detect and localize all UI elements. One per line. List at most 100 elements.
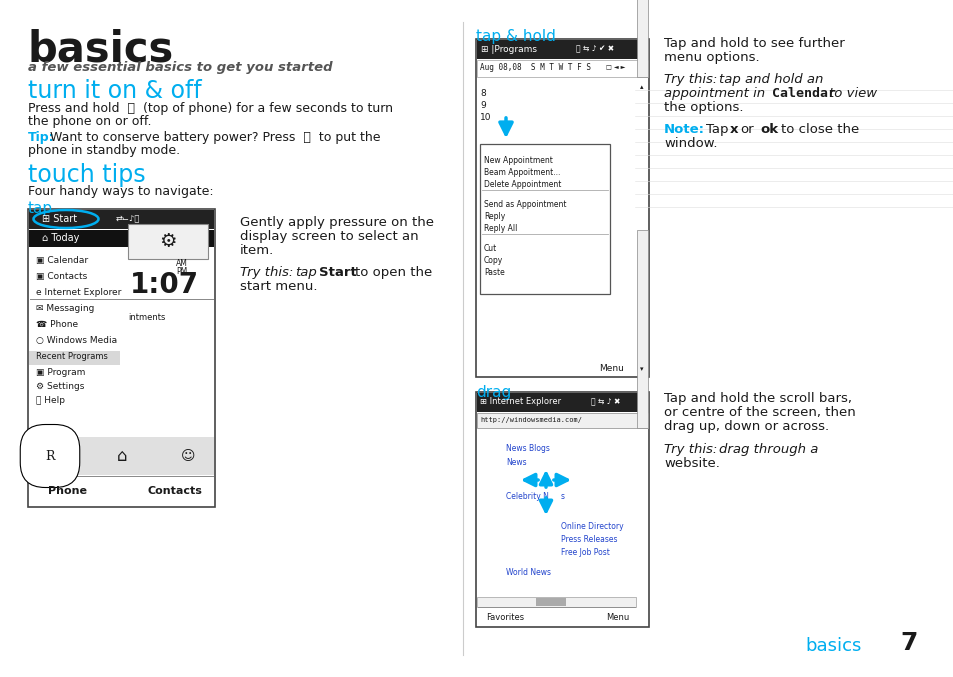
- Bar: [476, 393, 647, 412]
- Text: ✉ Messaging: ✉ Messaging: [36, 305, 94, 313]
- Text: 8: 8: [479, 89, 485, 98]
- Text: 9: 9: [479, 101, 485, 110]
- Text: x: x: [729, 123, 738, 136]
- Text: ⚿ ⇆ ♪ ✔ ✖: ⚿ ⇆ ♪ ✔ ✖: [576, 45, 614, 53]
- Text: PM: PM: [175, 267, 187, 276]
- Text: 7: 7: [899, 631, 917, 655]
- Text: ⚿ ⇆ ♪ ✖: ⚿ ⇆ ♪ ✖: [590, 397, 619, 406]
- Text: to view: to view: [828, 87, 876, 100]
- Text: intments: intments: [128, 313, 165, 322]
- Text: ○ Windows Media: ○ Windows Media: [36, 336, 117, 345]
- Bar: [476, 39, 648, 377]
- Text: tap: tap: [28, 201, 53, 216]
- Text: News Blogs: News Blogs: [505, 444, 549, 453]
- Text: ⊞ Start: ⊞ Start: [42, 214, 77, 224]
- Text: the options.: the options.: [663, 101, 742, 114]
- Text: ok: ok: [760, 123, 778, 136]
- Text: http://windowsmedia.com/: http://windowsmedia.com/: [479, 417, 581, 423]
- Bar: [128, 224, 208, 259]
- Text: appointment in: appointment in: [663, 87, 764, 100]
- Text: Free Job Post: Free Job Post: [560, 548, 609, 557]
- Text: ▣ Contacts: ▣ Contacts: [36, 273, 87, 282]
- Text: ☺: ☺: [180, 449, 195, 463]
- Text: Tip:: Tip:: [28, 131, 54, 144]
- Bar: [476, 413, 647, 428]
- Text: ▣ Program: ▣ Program: [36, 368, 85, 378]
- Text: Try this:: Try this:: [663, 443, 717, 456]
- Text: or: or: [740, 123, 753, 136]
- Text: phone in standby mode.: phone in standby mode.: [28, 144, 180, 157]
- Text: start menu.: start menu.: [240, 280, 317, 293]
- Text: ▣ Calendar: ▣ Calendar: [36, 257, 88, 265]
- Text: drag through a: drag through a: [719, 443, 818, 456]
- Text: Calendar: Calendar: [771, 87, 835, 100]
- Text: R: R: [45, 450, 54, 462]
- Bar: [29, 230, 213, 247]
- Text: ⌂ Today: ⌂ Today: [42, 233, 79, 243]
- Bar: [29, 476, 213, 506]
- Text: ⌂: ⌂: [116, 447, 127, 465]
- Bar: [29, 351, 120, 365]
- Text: Press and hold  ⓞ  (top of phone) for a few seconds to turn: Press and hold ⓞ (top of phone) for a fe…: [28, 102, 393, 115]
- Text: Aug 08,08  S M T W T F S: Aug 08,08 S M T W T F S: [479, 64, 590, 72]
- Bar: [29, 437, 213, 475]
- Text: Tap and hold the scroll bars,: Tap and hold the scroll bars,: [663, 392, 851, 405]
- Text: to open the: to open the: [355, 266, 432, 279]
- Text: ❓ Help: ❓ Help: [36, 397, 65, 406]
- Text: □ ◄ ►: □ ◄ ►: [605, 66, 625, 70]
- Bar: [536, 598, 565, 606]
- Text: Paste: Paste: [483, 268, 504, 277]
- Text: News: News: [505, 458, 526, 467]
- Text: tap & hold: tap & hold: [476, 29, 556, 44]
- Text: Cut: Cut: [483, 244, 497, 253]
- Text: Delete Appointment: Delete Appointment: [483, 180, 560, 189]
- Text: Try this:: Try this:: [663, 73, 717, 86]
- Text: website.: website.: [663, 457, 720, 470]
- Text: display screen to select an: display screen to select an: [240, 230, 418, 243]
- Text: menu options.: menu options.: [663, 51, 759, 64]
- Text: touch tips: touch tips: [28, 163, 146, 187]
- Bar: [637, 0, 647, 77]
- Text: ⚙ Settings: ⚙ Settings: [36, 383, 84, 391]
- Text: ▴: ▴: [639, 84, 643, 90]
- Text: New Appointment: New Appointment: [483, 156, 553, 165]
- Text: Phone: Phone: [49, 486, 88, 496]
- Text: tap and hold an: tap and hold an: [719, 73, 822, 86]
- Text: Gently apply pressure on the: Gently apply pressure on the: [240, 216, 434, 229]
- Text: Tap: Tap: [705, 123, 728, 136]
- Text: Celebrity N: Celebrity N: [505, 492, 548, 501]
- Text: Favorites: Favorites: [485, 613, 523, 621]
- Text: AM: AM: [175, 259, 188, 268]
- Text: Tap and hold to see further: Tap and hold to see further: [663, 37, 843, 50]
- Text: a few essential basics to get you started: a few essential basics to get you starte…: [28, 61, 333, 74]
- Text: window.: window.: [663, 137, 717, 150]
- Text: Beam Appoitment...: Beam Appoitment...: [483, 168, 559, 177]
- Text: item.: item.: [240, 244, 274, 257]
- Text: to close the: to close the: [781, 123, 859, 136]
- Bar: [476, 597, 636, 607]
- Text: 1:07: 1:07: [130, 271, 199, 299]
- Text: basics: basics: [28, 29, 174, 71]
- Text: ☎ Phone: ☎ Phone: [36, 320, 78, 330]
- Text: Copy: Copy: [483, 256, 503, 265]
- Text: Reply: Reply: [483, 212, 505, 221]
- Text: basics: basics: [804, 637, 861, 655]
- Text: Recent Programs: Recent Programs: [36, 353, 108, 362]
- Bar: [637, 230, 647, 428]
- Text: ⊞ |Programs: ⊞ |Programs: [480, 45, 537, 53]
- Text: 10: 10: [479, 113, 491, 122]
- Text: Contacts: Contacts: [148, 486, 202, 496]
- Bar: [479, 144, 609, 294]
- Text: Send as Appointment: Send as Appointment: [483, 200, 566, 209]
- Bar: [476, 392, 648, 627]
- Text: or centre of the screen, then: or centre of the screen, then: [663, 406, 855, 419]
- Text: turn it on & off: turn it on & off: [28, 79, 201, 103]
- Text: drag up, down or across.: drag up, down or across.: [663, 420, 828, 433]
- Text: ⊞ Internet Explorer: ⊞ Internet Explorer: [479, 397, 560, 406]
- Text: e Internet Explorer: e Internet Explorer: [36, 288, 121, 297]
- Bar: [29, 210, 213, 229]
- Text: ⇄⌙♪⎕: ⇄⌙♪⎕: [116, 215, 140, 223]
- Text: Press Releases: Press Releases: [560, 535, 617, 544]
- Text: Start: Start: [318, 266, 356, 279]
- Text: Menu: Menu: [605, 613, 629, 621]
